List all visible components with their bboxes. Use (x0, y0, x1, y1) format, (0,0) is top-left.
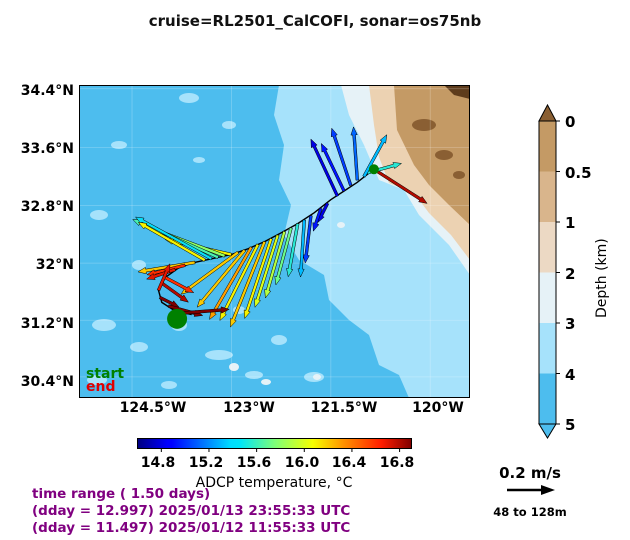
velocity-vector (219, 243, 260, 322)
y-tick-label: 34.4°N (20, 83, 74, 99)
depth-band (539, 222, 556, 273)
depth-tick-label: 0.5 (565, 164, 592, 182)
start-marker (368, 164, 379, 175)
ship-track (157, 168, 375, 316)
temperature-tick-label: 16.4 (331, 455, 367, 471)
velocity-vector (209, 246, 253, 321)
velocity-vector (230, 240, 267, 328)
depth-band (539, 323, 556, 374)
depth-tick-label: 1 (565, 214, 576, 232)
depth-colorbar-title: Depth (km) (594, 238, 610, 318)
end-time-text: (dday = 12.997) 2025/01/13 23:55:33 UTC (32, 503, 351, 519)
velocity-vectors (132, 126, 428, 328)
bathymetry-map (79, 85, 470, 398)
velocity-vector (156, 263, 171, 292)
temperature-colorbar-title: ADCP temperature, °C (195, 475, 353, 491)
depth-tick-label: 2 (565, 265, 576, 283)
temperature-tick-label: 16.8 (379, 455, 415, 471)
depth-band (539, 171, 556, 222)
temperature-colorbar (137, 438, 412, 452)
temperature-tick-label: 14.8 (140, 455, 176, 471)
y-tick-label: 33.6°N (20, 141, 74, 157)
plot-title: cruise=RL2501_CalCOFI, sonar=os75nb (148, 12, 482, 30)
land-midland (394, 85, 470, 225)
y-tick-label: 32.8°N (20, 199, 74, 215)
velocity-vector (164, 275, 195, 294)
velocity-vector (196, 248, 247, 308)
start-time-text: (dday = 11.497) 2025/01/12 11:55:33 UTC (32, 520, 351, 536)
depth-tick-label: 3 (565, 315, 576, 333)
depth-tick-label: 5 (565, 416, 576, 434)
scale-speed-label: 0.2 m/s (499, 464, 561, 482)
velocity-vector (297, 219, 306, 278)
y-tick-label: 30.4°N (20, 374, 74, 390)
velocity-vector (330, 127, 353, 187)
depth-band (539, 272, 556, 323)
temperature-tick-label: 16.0 (284, 455, 320, 471)
velocity-vector (302, 215, 313, 264)
depth-band (539, 373, 556, 424)
depth-band (539, 121, 556, 172)
y-tick-label: 31.2°N (20, 316, 74, 332)
shallow-patches (229, 222, 345, 385)
velocity-vector (312, 207, 323, 232)
velocity-vector (372, 167, 428, 204)
velocity-vector (264, 230, 287, 299)
end-marker (167, 308, 188, 329)
velocity-vector (321, 142, 346, 192)
velocity-vector (350, 126, 359, 181)
land-dark-patches (412, 119, 465, 179)
velocity-vector (286, 223, 300, 278)
depth-colorbar (538, 103, 560, 439)
velocity-vector (274, 227, 293, 286)
velocity-vector (362, 134, 388, 178)
scale-arrow (507, 485, 555, 495)
velocity-vector (160, 281, 189, 303)
velocity-vector (310, 138, 340, 198)
y-tick-label: 32°N (35, 257, 74, 273)
legend-end-label: end (86, 379, 116, 395)
velocity-vector (181, 306, 230, 315)
velocity-vector (254, 234, 280, 308)
velocity-vector (134, 216, 213, 261)
colorbar-extend-bottom (538, 423, 557, 439)
x-tick-label: 124.5°W (119, 400, 187, 416)
depth-tick-label: 0 (565, 113, 576, 131)
temperature-tick-label: 15.2 (188, 455, 224, 471)
legend-start-label: start (86, 366, 125, 382)
colorbar-extend-top (538, 103, 557, 122)
depth-tick-label: 4 (565, 366, 576, 384)
velocity-vector (137, 221, 206, 262)
x-tick-label: 123°W (223, 400, 275, 416)
time-range-text: time range ( 1.50 days) (32, 486, 211, 502)
land-highland (444, 85, 470, 99)
velocity-vector (243, 237, 273, 320)
x-tick-label: 120°W (412, 400, 464, 416)
x-tick-label: 121.5°W (310, 400, 378, 416)
temperature-tick-label: 15.6 (236, 455, 272, 471)
depth-range-label: 48 to 128m (493, 505, 567, 519)
